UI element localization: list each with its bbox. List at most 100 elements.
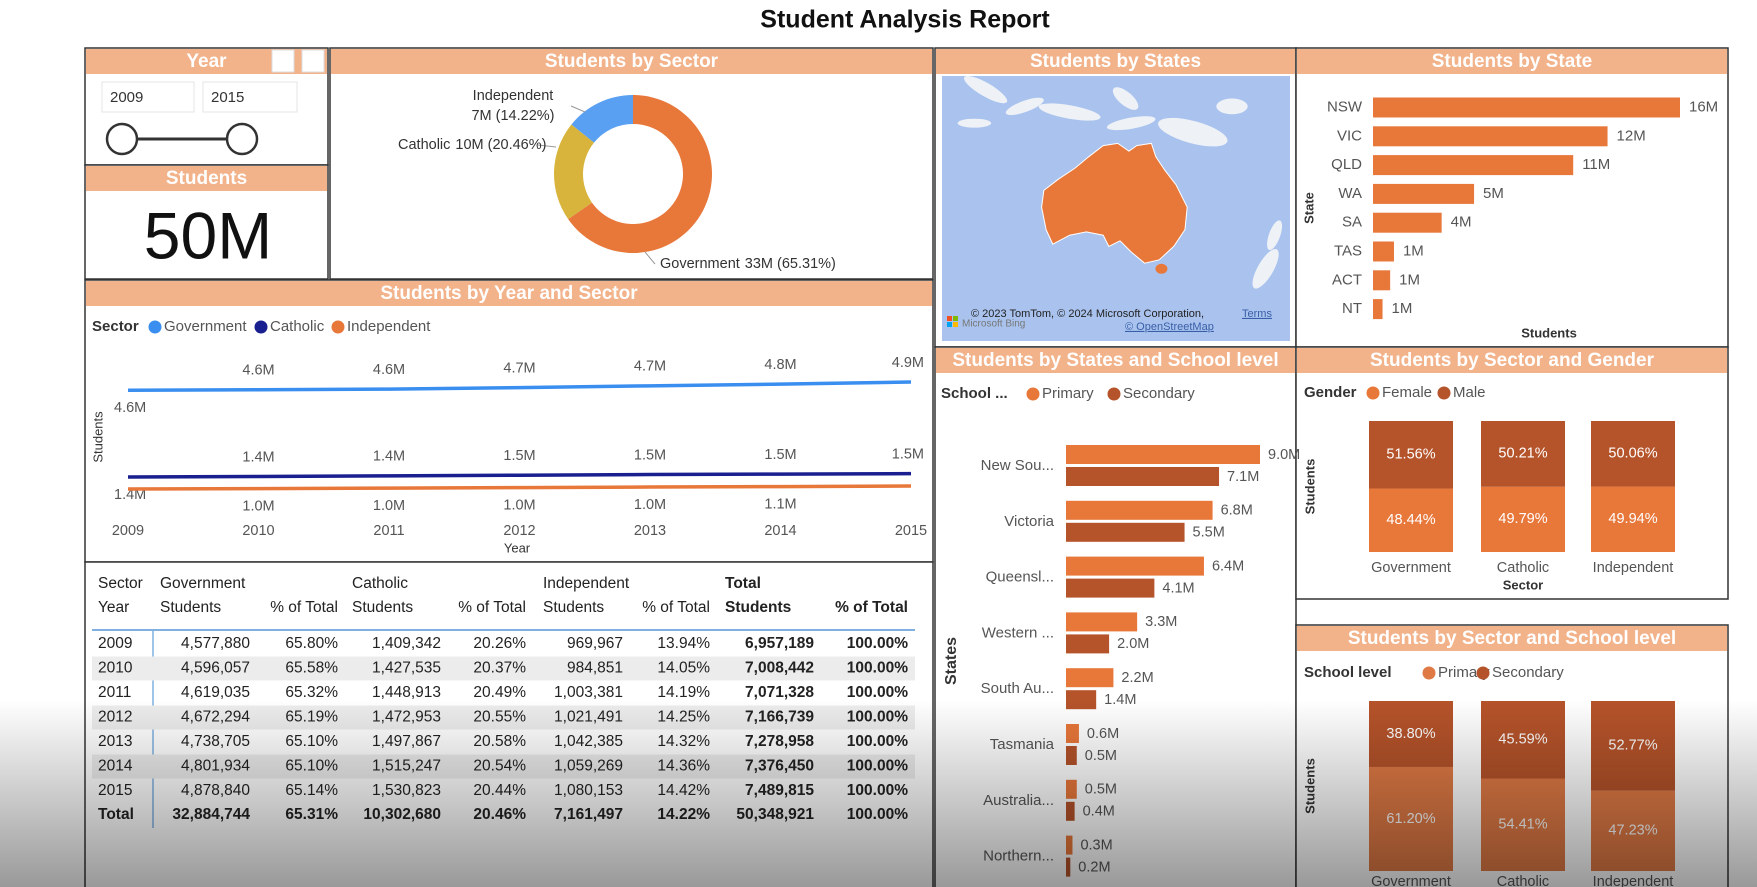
x-tick-label: Government (1371, 560, 1451, 576)
table-cell: 4,577,880 (181, 635, 250, 652)
bar (1373, 97, 1680, 118)
leader-line (570, 105, 586, 113)
legend-label[interactable]: Government (164, 318, 247, 335)
table-cell: 7,008,442 (745, 660, 814, 677)
table-total-cell: 100.00% (847, 806, 908, 823)
bar (1066, 522, 1185, 542)
bar (1373, 126, 1608, 147)
donut-category: Government (660, 256, 740, 272)
data-label: 0.6M (1087, 726, 1119, 742)
legend-label[interactable]: Primary (1438, 664, 1490, 681)
table-cell: 14.05% (657, 660, 710, 677)
slider-handle[interactable] (225, 122, 259, 156)
table-cell: 4,878,840 (181, 782, 250, 799)
bar (1066, 467, 1220, 486)
data-label: 6.8M (1221, 503, 1253, 519)
bar-segment (1369, 421, 1453, 489)
map-terms[interactable]: Terms (1242, 308, 1272, 320)
table-column-header: % of Total (458, 599, 526, 616)
panel-header (1297, 49, 1727, 74)
table-cell: 7,376,450 (745, 758, 814, 775)
bar (1066, 724, 1079, 743)
data-label: 0.5M (1085, 782, 1117, 798)
x-tick-label: 2010 (242, 523, 274, 539)
slicer-input[interactable] (202, 81, 298, 113)
legend-marker (1422, 666, 1436, 680)
data-label: 6.4M (1212, 558, 1244, 574)
table-row-stripe (92, 656, 915, 681)
slicer-icon[interactable] (271, 49, 295, 73)
map-land (957, 118, 992, 128)
bar (1066, 801, 1075, 821)
data-label: 50.06% (1608, 446, 1657, 462)
table-cell: 969,967 (567, 635, 623, 652)
bar (1373, 241, 1394, 262)
data-label: 1M (1403, 242, 1424, 259)
table-cell: 100.00% (847, 758, 908, 775)
panel-title: Students by States and School level (952, 350, 1278, 371)
slider-handle[interactable] (105, 122, 139, 156)
data-label: 4.8M (764, 357, 796, 373)
table-cell: 2011 (98, 684, 131, 701)
legend-marker (1476, 666, 1490, 680)
legend-label[interactable]: Secondary (1492, 664, 1564, 681)
table-cell: 4,672,294 (181, 709, 250, 726)
data-label: 0.3M (1080, 837, 1112, 853)
data-label: 2.2M (1121, 670, 1153, 686)
slicer-icon[interactable] (301, 49, 325, 73)
bar (1373, 299, 1383, 320)
data-label: 1.4M (1104, 692, 1136, 708)
table-cell: 65.10% (285, 758, 338, 775)
table-total-cell: 14.22% (657, 806, 710, 823)
table-cell: 984,851 (567, 660, 623, 677)
x-tick-label: 2011 (373, 523, 404, 539)
x-tick-label: 2014 (764, 523, 796, 539)
data-label: 5M (1483, 185, 1504, 202)
legend-label[interactable]: Secondary (1123, 385, 1195, 402)
map-osm[interactable]: © OpenStreetMap (1125, 321, 1214, 333)
data-label: 1.4M (242, 449, 274, 465)
bar (1373, 183, 1475, 204)
legend-label[interactable]: Primary (1042, 385, 1094, 402)
y-tick-label: QLD (1331, 156, 1362, 173)
y-tick-label: NT (1342, 300, 1362, 317)
data-label: 1.0M (503, 497, 535, 513)
table-total-cell: 65.31% (285, 806, 338, 823)
table-cell: 20.26% (473, 635, 526, 652)
panel-header (936, 348, 1295, 373)
y-tick-label: New Sou... (981, 457, 1054, 474)
data-label: 47.23% (1608, 823, 1657, 839)
y-tick-label: South Au... (981, 680, 1054, 697)
legend-label[interactable]: Independent (347, 318, 431, 335)
table-cell: 4,738,705 (181, 733, 250, 750)
data-label: 1.0M (634, 497, 666, 513)
map-region (1155, 263, 1168, 274)
table-column-header: Students (160, 599, 221, 616)
donut-value-label: 33M (65.31%) (745, 256, 836, 272)
map-land (1106, 116, 1156, 131)
line (127, 484, 912, 491)
data-label: 9.0M (1268, 447, 1300, 463)
table-column-header: % of Total (270, 599, 338, 616)
map-land (1038, 103, 1101, 121)
x-tick-label: Catholic (1497, 874, 1549, 887)
donut-label: Catholic 10M (20.46%) (398, 137, 546, 153)
data-label: 1.0M (242, 498, 274, 514)
legend-title: School level (1304, 664, 1392, 681)
legend-label[interactable]: Female (1382, 384, 1432, 401)
bar (1066, 746, 1077, 765)
donut-slice (571, 95, 633, 143)
data-label: 5.5M (1193, 525, 1225, 541)
panel-header (86, 281, 932, 306)
table-cell: 2013 (98, 733, 132, 750)
table-cell: 1,530,823 (372, 782, 441, 799)
legend-label[interactable]: Male (1453, 384, 1486, 401)
table-cell: 2010 (98, 660, 133, 677)
legend-label[interactable]: Catholic (270, 318, 325, 335)
data-label: 51.56% (1386, 447, 1435, 463)
donut-label: Government 33M (65.31%) (660, 256, 836, 272)
card-value: 50M (144, 198, 272, 272)
data-label: 4.1M (1162, 580, 1194, 596)
map-land (1216, 98, 1248, 115)
slicer-input[interactable] (101, 81, 195, 113)
